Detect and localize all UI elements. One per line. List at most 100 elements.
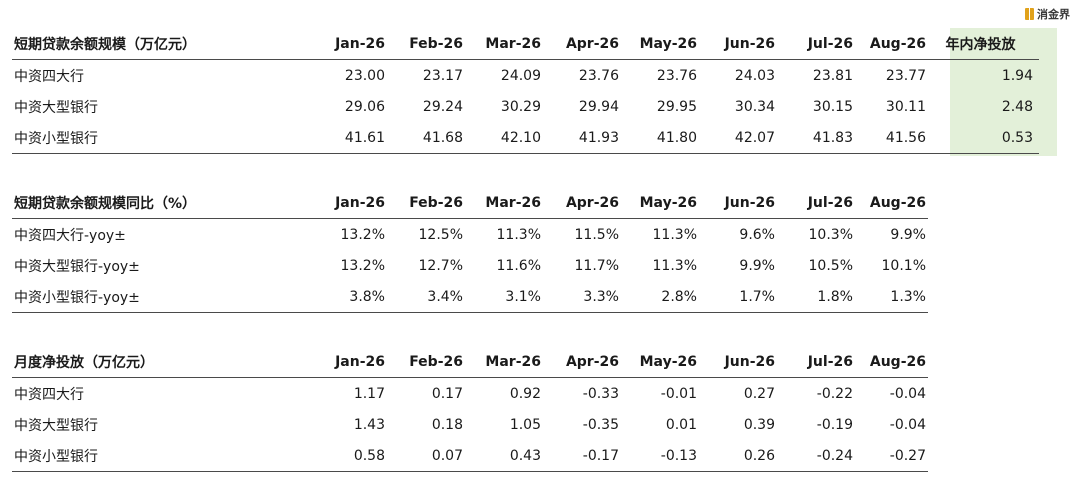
table-row: 中资四大行 23.00 23.17 24.09 23.76 23.76 24.03 23.81… [12, 60, 1039, 92]
value-cell: 23.76 [656, 67, 697, 84]
column-header: Aug-26 [869, 35, 926, 52]
column-header: Apr-26 [565, 194, 619, 211]
table-row: 中资小型银行 0.58 0.07 0.43 -0.17 -0.13 0.26 -0.24 -0.… [12, 440, 928, 472]
row-label: 中资大型银行-yoy± [14, 258, 140, 275]
value-cell: 30.11 [885, 98, 926, 115]
value-cell: -0.01 [660, 385, 697, 402]
value-cell: 0.01 [665, 416, 697, 433]
value-cell: 1.43 [353, 416, 385, 433]
value-cell: 24.03 [734, 67, 775, 84]
loan-balance-table: 短期贷款余额规模（万亿元） Jan-26 Feb-26 Mar-26 Apr-26 May… [12, 28, 1039, 154]
value-cell: 11.7% [574, 257, 619, 274]
value-cell: 23.17 [422, 67, 463, 84]
row-label: 中资四大行 [14, 386, 84, 403]
column-header: Jul-26 [807, 35, 853, 52]
value-cell: 9.9% [890, 226, 926, 243]
value-cell: 3.4% [427, 288, 463, 305]
value-cell: 29.94 [578, 98, 619, 115]
value-cell: 23.81 [812, 67, 853, 84]
column-header: Jul-26 [807, 353, 853, 370]
brand-logo: 消金界 [1025, 6, 1070, 22]
yoy-growth-table: 短期贷款余额规模同比（%） Jan-26 Feb-26 Mar-26 Apr-26 May… [12, 187, 928, 313]
column-header: Feb-26 [409, 353, 463, 370]
column-header: Feb-26 [409, 194, 463, 211]
value-cell: 42.10 [500, 129, 541, 146]
table-row: 中资小型银行-yoy± 3.8% 3.4% 3.1% 3.3% 2.8% 1.7% 1.8% 1… [12, 281, 928, 313]
table-row: 中资小型银行 41.61 41.68 42.10 41.93 41.80 42.07 41.8… [12, 122, 1039, 154]
value-cell: 41.61 [344, 129, 385, 146]
column-header: Jan-26 [335, 353, 385, 370]
value-cell: 0.92 [509, 385, 541, 402]
value-cell: 11.6% [496, 257, 541, 274]
header-row: 短期贷款余额规模（万亿元） Jan-26 Feb-26 Mar-26 Apr-26 May… [12, 28, 1039, 60]
column-header: Aug-26 [869, 194, 926, 211]
table-title: 短期贷款余额规模（万亿元） [14, 36, 196, 53]
value-cell: 3.1% [505, 288, 541, 305]
value-cell: -0.33 [582, 385, 619, 402]
column-header: Mar-26 [485, 35, 541, 52]
value-cell: 0.43 [509, 447, 541, 464]
row-label: 中资大型银行 [14, 99, 98, 116]
value-cell: 41.56 [885, 129, 926, 146]
value-cell: 1.17 [353, 385, 385, 402]
value-cell: 10.1% [881, 257, 926, 274]
value-cell: 13.2% [340, 257, 385, 274]
value-cell: 41.68 [422, 129, 463, 146]
value-cell: -0.17 [582, 447, 619, 464]
value-cell: 42.07 [734, 129, 775, 146]
column-header: Jan-26 [335, 194, 385, 211]
row-label: 中资四大行-yoy± [14, 227, 126, 244]
table-title: 月度净投放（万亿元） [14, 354, 154, 371]
table-row: 中资大型银行 29.06 29.24 30.29 29.94 29.95 30.34 30.1… [12, 91, 1039, 122]
value-cell: 0.58 [353, 447, 385, 464]
value-cell: 9.9% [739, 257, 775, 274]
value-cell: -0.04 [889, 385, 926, 402]
total-cell: 0.53 [1001, 129, 1033, 146]
value-cell: 29.24 [422, 98, 463, 115]
value-cell: 3.8% [349, 288, 385, 305]
table-row: 中资四大行-yoy± 13.2% 12.5% 11.3% 11.5% 11.3% 9.6% 1… [12, 219, 928, 251]
value-cell: 23.00 [344, 67, 385, 84]
value-cell: 30.15 [812, 98, 853, 115]
value-cell: 10.3% [808, 226, 853, 243]
column-header: Jun-26 [724, 194, 775, 211]
value-cell: 0.18 [431, 416, 463, 433]
table-row: 中资大型银行 1.43 0.18 1.05 -0.35 0.01 0.39 -0.19 -0.0… [12, 409, 928, 440]
net-issuance-highlight [950, 28, 1057, 156]
total-cell: 1.94 [1001, 67, 1033, 84]
value-cell: 23.76 [578, 67, 619, 84]
value-cell: 0.26 [743, 447, 775, 464]
value-cell: 10.5% [808, 257, 853, 274]
row-label: 中资大型银行 [14, 417, 98, 434]
value-cell: 12.7% [418, 257, 463, 274]
row-label: 中资小型银行 [14, 130, 98, 147]
column-header: Aug-26 [869, 353, 926, 370]
value-cell: 41.93 [578, 129, 619, 146]
column-header: May-26 [639, 35, 697, 52]
column-header: Jun-26 [724, 353, 775, 370]
column-header: May-26 [639, 353, 697, 370]
table-row: 中资大型银行-yoy± 13.2% 12.7% 11.6% 11.7% 11.3% 9.9%… [12, 250, 928, 281]
value-cell: 24.09 [500, 67, 541, 84]
column-header: Jan-26 [335, 35, 385, 52]
value-cell: 0.27 [743, 385, 775, 402]
column-header: Jun-26 [724, 35, 775, 52]
value-cell: -0.19 [816, 416, 853, 433]
value-cell: 0.17 [431, 385, 463, 402]
value-cell: 12.5% [418, 226, 463, 243]
value-cell: 13.2% [340, 226, 385, 243]
value-cell: 1.7% [739, 288, 775, 305]
value-cell: 41.83 [812, 129, 853, 146]
monthly-net-issuance-table: 月度净投放（万亿元） Jan-26 Feb-26 Mar-26 Apr-26 May-26… [12, 346, 928, 472]
value-cell: 41.80 [656, 129, 697, 146]
row-label: 中资小型银行 [14, 448, 98, 465]
column-header: Mar-26 [485, 194, 541, 211]
column-header: Mar-26 [485, 353, 541, 370]
table-row: 中资四大行 1.17 0.17 0.92 -0.33 -0.01 0.27 -0.22 -0.0… [12, 378, 928, 410]
value-cell: 0.07 [431, 447, 463, 464]
value-cell: -0.35 [582, 416, 619, 433]
column-header: Apr-26 [565, 353, 619, 370]
header-row: 月度净投放（万亿元） Jan-26 Feb-26 Mar-26 Apr-26 May-26… [12, 346, 928, 378]
value-cell: 1.8% [817, 288, 853, 305]
